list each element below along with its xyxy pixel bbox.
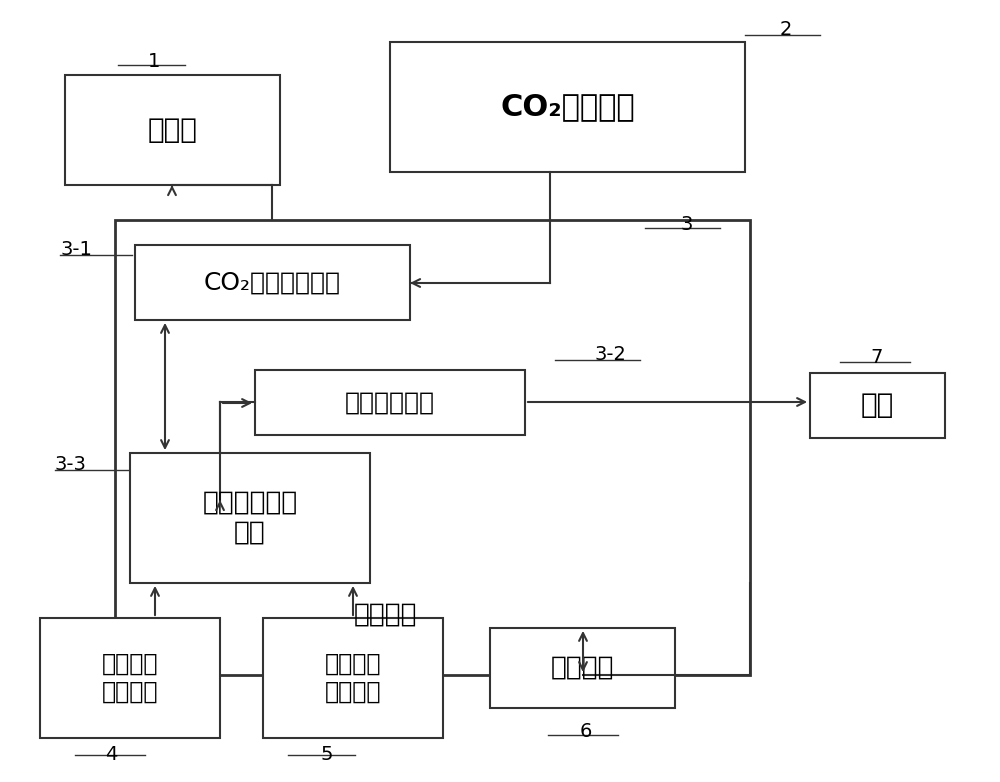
Bar <box>40 618 220 738</box>
Text: CO₂自动控制单元: CO₂自动控制单元 <box>204 271 341 295</box>
Text: 3-3: 3-3 <box>55 455 87 474</box>
Text: 5: 5 <box>320 745 332 764</box>
Text: 3: 3 <box>680 215 692 234</box>
Text: CO₂存储装置: CO₂存储装置 <box>500 92 635 121</box>
Text: 风机: 风机 <box>861 392 894 419</box>
Bar <box>390 42 745 172</box>
Text: 3-1: 3-1 <box>60 240 92 259</box>
Text: 6: 6 <box>580 722 592 741</box>
Bar <box>115 220 750 675</box>
Text: 可控阀: 可控阀 <box>148 116 197 144</box>
Text: 温室环境
检测装置: 温室环境 检测装置 <box>102 652 158 704</box>
Bar <box>810 373 945 438</box>
Text: 风机控制单元: 风机控制单元 <box>345 390 435 414</box>
Text: 1: 1 <box>148 52 160 71</box>
Bar <box>263 618 443 738</box>
Text: 温室大棚诊断
单元: 温室大棚诊断 单元 <box>202 490 298 546</box>
Bar <box>130 453 370 583</box>
Bar <box>255 370 525 435</box>
Text: 气体成分
检测装置: 气体成分 检测装置 <box>325 652 381 704</box>
Bar <box>135 245 410 320</box>
Text: 3-2: 3-2 <box>595 345 627 364</box>
Text: 人机接口: 人机接口 <box>551 655 614 681</box>
Text: 4: 4 <box>105 745 117 764</box>
Bar <box>65 75 280 185</box>
Text: 控制装置: 控制装置 <box>353 602 417 628</box>
Text: 2: 2 <box>780 20 792 39</box>
Bar <box>490 628 675 708</box>
Text: 7: 7 <box>870 348 882 367</box>
